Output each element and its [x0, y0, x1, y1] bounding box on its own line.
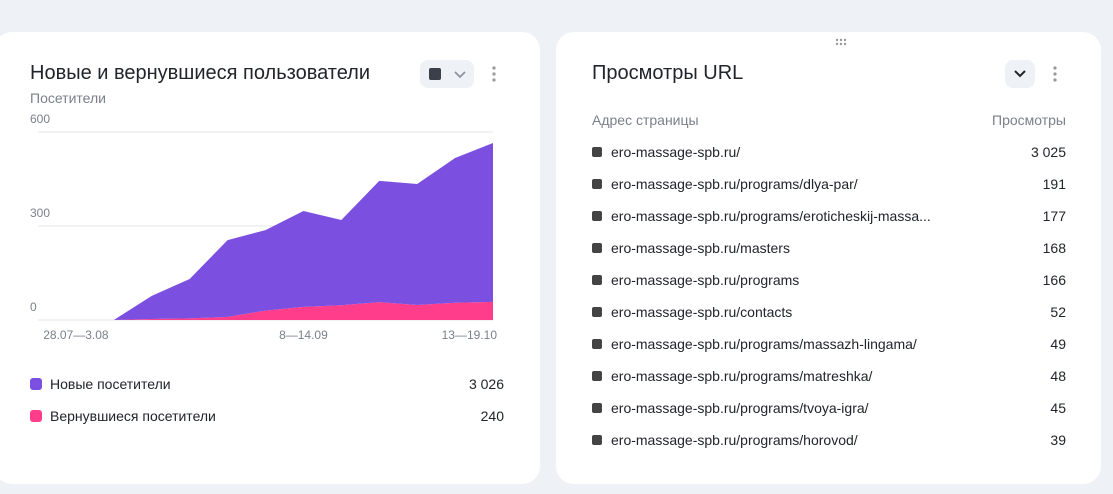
favicon	[592, 307, 602, 317]
favicon	[592, 211, 602, 221]
view-count: 191	[1042, 176, 1066, 192]
table-row: ero-massage-spb.ru/programs/massazh-ling…	[592, 328, 1066, 360]
area	[38, 142, 493, 320]
drag-handle[interactable]	[834, 38, 848, 48]
view-count: 39	[1050, 432, 1066, 448]
y-tick-label: 600	[30, 112, 50, 126]
icon	[429, 68, 466, 80]
widget-title: Новые и вернувшиеся пользователи	[30, 62, 371, 84]
x-tick-label: 28.07—3.08	[43, 328, 109, 342]
icon	[1014, 70, 1026, 78]
table-row: ero-massage-spb.ru/programs/horovod/39	[592, 424, 1066, 456]
favicon	[592, 275, 602, 285]
legend-item[interactable]: Вернувшиеся посетители 240	[30, 400, 504, 432]
table-row: ero-massage-spb.ru/contacts 52	[592, 296, 1066, 328]
favicon	[592, 243, 602, 253]
table-row: ero-massage-spb.ru/programs/eroticheskij…	[592, 200, 1066, 232]
view-count: 48	[1050, 368, 1066, 384]
table-row: ero-massage-spb.ru/programs/matreshka/48	[592, 360, 1066, 392]
table-row: ero-massage-spb.ru/masters 168	[592, 232, 1066, 264]
column-header: Адрес страницы	[592, 112, 699, 128]
view-count: 49	[1050, 336, 1066, 352]
view-count: 3 025	[1030, 144, 1066, 160]
table-row: ero-massage-spb.ru/programs/dlya-par/191	[592, 168, 1066, 200]
widget-card: Просмотры URL Адрес страницы Просмотры e…	[556, 32, 1101, 484]
legend-total: 3 026	[468, 376, 504, 392]
legend-checkbox	[30, 378, 42, 390]
page-url: ero-massage-spb.ru/contacts	[611, 304, 793, 320]
favicon	[592, 179, 602, 189]
legend-total: 240	[480, 408, 504, 424]
favicon	[592, 147, 602, 157]
page-url: ero-massage-spb.ru/programs/eroticheskij…	[611, 208, 931, 224]
menu-button[interactable]	[1047, 60, 1063, 88]
view-count: 168	[1042, 240, 1066, 256]
page-url: ero-massage-spb.ru/programs/massazh-ling…	[611, 336, 917, 352]
x-tick-label: 13—19.10	[442, 328, 498, 342]
legend-item[interactable]: Новые посетители 3 026	[30, 368, 504, 400]
widget-subtitle: Посетители	[30, 90, 106, 106]
page-url: ero-massage-spb.ru/programs	[611, 272, 800, 288]
table-row: ero-massage-spb.ru/programs 166	[592, 264, 1066, 296]
x-tick-label: 8—14.09	[279, 328, 328, 342]
chart: 0 300 600 28.07—3.08 8—14.09 13—19.10	[30, 112, 498, 342]
collapse-button[interactable]	[1005, 60, 1035, 88]
view-count: 166	[1042, 272, 1066, 288]
area	[38, 301, 493, 320]
favicon	[592, 339, 602, 349]
page-url: ero-massage-spb.ru/	[611, 144, 741, 160]
table-row: ero-massage-spb.ru/programs/tvoya-igra/4…	[592, 392, 1066, 424]
column-header: Просмотры	[992, 112, 1066, 128]
legend-label: Вернувшиеся посетители	[50, 408, 216, 424]
menu-button[interactable]	[486, 60, 502, 88]
y-tick-label: 0	[30, 300, 37, 314]
page-url: ero-massage-spb.ru/programs/horovod/	[611, 432, 858, 448]
legend-checkbox	[30, 410, 42, 422]
favicon	[592, 435, 602, 445]
legend-label: Новые посетители	[50, 376, 171, 392]
page-url: ero-massage-spb.ru/programs/matreshka/	[611, 368, 873, 384]
table-row: ero-massage-spb.ru/3 025	[592, 136, 1066, 168]
page-url: ero-massage-spb.ru/programs/dlya-par/	[611, 176, 858, 192]
view-count: 177	[1042, 208, 1066, 224]
view-count: 52	[1050, 304, 1066, 320]
widget-title: Просмотры URL	[592, 62, 744, 84]
y-tick-label: 300	[30, 206, 50, 220]
chart-type-button[interactable]	[420, 60, 474, 88]
widget-card: Новые и вернувшиеся пользователи Посетит…	[0, 32, 540, 484]
page-url: ero-massage-spb.ru/programs/tvoya-igra/	[611, 400, 869, 416]
page-url: ero-massage-spb.ru/masters	[611, 240, 790, 256]
favicon	[592, 371, 602, 381]
view-count: 45	[1050, 400, 1066, 416]
favicon	[592, 403, 602, 413]
